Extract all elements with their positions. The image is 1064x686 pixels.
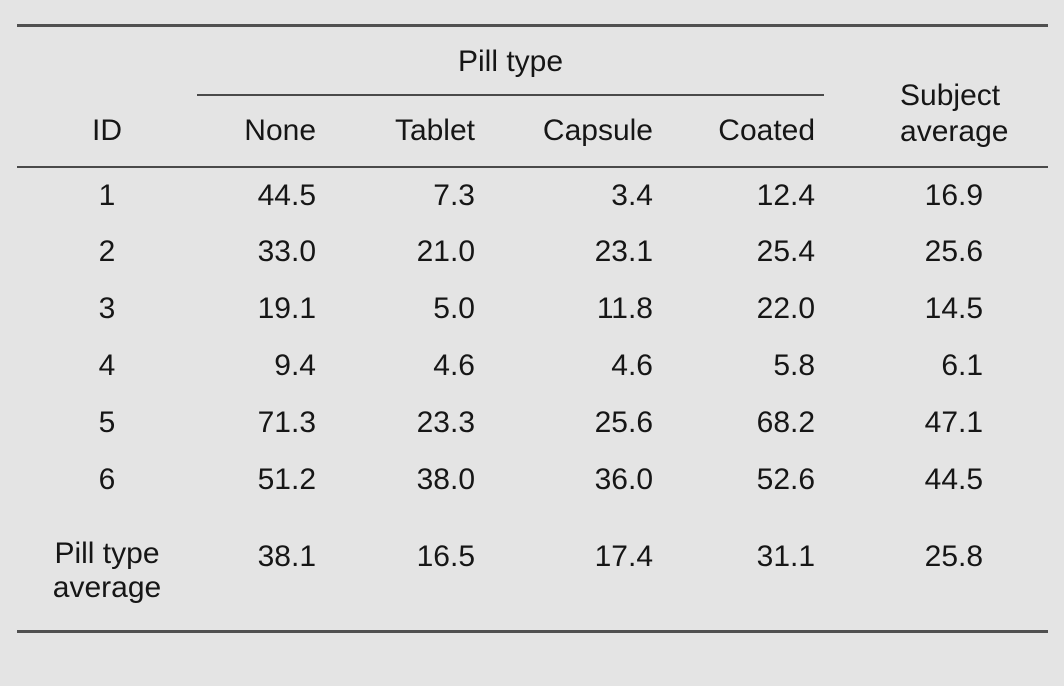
column-header-capsule: Capsule — [542, 113, 653, 147]
column-header-tablet: Tablet — [394, 113, 475, 147]
id-column-spacer — [17, 26, 197, 95]
value-cell-capsule: 36.0 — [594, 463, 653, 496]
subject-average-cell: 25.6 — [924, 235, 984, 268]
value-cell-tablet: 7.3 — [433, 178, 475, 212]
footer-average-none: 38.1 — [257, 539, 316, 573]
value-cell-coated: 52.6 — [756, 463, 816, 496]
footer-average-tablet: 16.5 — [416, 539, 475, 573]
value-cell-tablet: 5.0 — [433, 292, 475, 325]
value-cell-capsule: 25.6 — [594, 406, 653, 439]
value-cell-capsule: 11.8 — [596, 292, 653, 325]
value-cell-none: 33.0 — [257, 235, 316, 268]
value-cell-none: 51.2 — [257, 463, 316, 496]
subject-id-cell: 3 — [98, 292, 116, 325]
value-cell-coated: 25.4 — [756, 235, 816, 268]
subject-row: 3 19.1 5.0 11.8 22.0 14.5 — [17, 281, 1048, 338]
value-cell-capsule: 3.4 — [611, 178, 653, 212]
subject-row: 1 44.5 7.3 3.4 12.4 16.9 — [17, 167, 1048, 224]
subject-row: 4 9.4 4.6 4.6 5.8 6.1 — [17, 338, 1048, 395]
subject-row: 5 71.3 23.3 25.6 68.2 47.1 — [17, 395, 1048, 452]
subject-id-cell: 6 — [98, 463, 116, 496]
pill-type-average-label: Pill type average — [52, 537, 162, 604]
table-header: Pill type Subject average ID None Tablet… — [17, 25, 1049, 167]
group-header-row: Pill type Subject average — [17, 25, 1048, 148]
subject-row: 2 33.0 21.0 23.1 25.4 25.6 — [17, 224, 1048, 281]
value-cell-none: 44.5 — [257, 178, 316, 212]
value-cell-tablet: 23.3 — [416, 406, 475, 439]
column-header-row: ID None Tablet Capsule Coated — [17, 95, 1048, 167]
subject-average-cell: 6.1 — [941, 349, 984, 382]
subject-average-cell: 44.5 — [924, 463, 984, 496]
value-cell-tablet: 38.0 — [416, 463, 475, 496]
value-cell-coated: 5.8 — [773, 349, 816, 382]
id-column-header: ID — [92, 113, 122, 147]
subject-average-cell: 14.5 — [924, 292, 984, 325]
value-cell-none: 9.4 — [274, 349, 316, 382]
subject-average-cell: 47.1 — [924, 406, 984, 439]
value-cell-tablet: 4.6 — [433, 349, 475, 382]
value-cell-coated: 12.4 — [756, 178, 816, 212]
column-header-none: None — [244, 113, 316, 147]
footer-subject-average: 25.8 — [924, 539, 984, 573]
value-cell-none: 19.1 — [257, 292, 316, 325]
pill-type-table: Pill type Subject average ID None Tablet… — [17, 24, 1049, 633]
subject-id-cell: 2 — [98, 235, 116, 268]
subject-id-cell: 4 — [98, 349, 116, 382]
subject-average-column-header: Subject average — [900, 78, 1009, 148]
subject-average-cell: 16.9 — [924, 178, 984, 212]
value-cell-capsule: 4.6 — [611, 349, 653, 382]
footer-average-coated: 31.1 — [756, 539, 816, 573]
subject-id-cell: 1 — [98, 178, 116, 212]
value-cell-coated: 68.2 — [756, 406, 816, 439]
column-header-coated: Coated — [718, 113, 816, 147]
pill-type-average-row: Pill type average 38.1 16.5 17.4 31.1 25… — [17, 509, 1048, 632]
value-cell-capsule: 23.1 — [594, 235, 653, 268]
table-footer: Pill type average 38.1 16.5 17.4 31.1 25… — [17, 509, 1048, 632]
table-body: 1 44.5 7.3 3.4 12.4 16.9 2 33.0 21.0 23.1 25.4 25.6… — [17, 167, 1048, 509]
footer-average-capsule: 17.4 — [594, 539, 653, 573]
value-cell-coated: 22.0 — [756, 292, 816, 325]
pill-type-group-header: Pill type — [197, 25, 825, 96]
value-cell-tablet: 21.0 — [416, 235, 475, 268]
subject-row: 6 51.2 38.0 36.0 52.6 44.5 — [17, 452, 1048, 509]
subject-id-cell: 5 — [98, 406, 116, 439]
value-cell-none: 71.3 — [257, 406, 316, 439]
